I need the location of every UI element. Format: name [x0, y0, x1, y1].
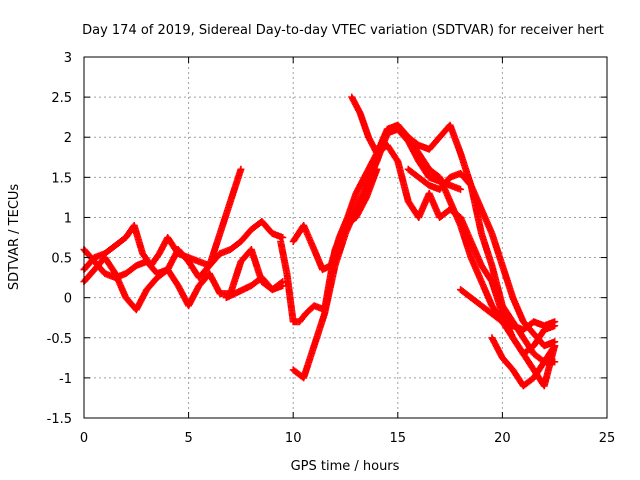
data-point — [279, 234, 287, 241]
x-tick-label: 0 — [80, 431, 88, 446]
y-tick-label: -1.5 — [47, 412, 72, 427]
x-tick-label: 10 — [285, 431, 302, 446]
y-tick-label: 0.5 — [51, 252, 72, 267]
y-tick-label: -1 — [59, 372, 72, 387]
y-tick-label: 1 — [64, 211, 72, 226]
series-track-12 — [488, 334, 559, 390]
x-tick-label: 15 — [390, 431, 407, 446]
y-tick-label: 0 — [64, 292, 72, 307]
series-track-8 — [348, 93, 559, 358]
data-points — [80, 93, 559, 390]
y-axis-label: SDTVAR / TECUs — [7, 184, 22, 291]
axis-ticks — [83, 56, 608, 419]
plot-frame — [83, 56, 608, 419]
y-tick-labels: -1.5 -1 -0.5 0 0.5 1 1.5 2 2.5 3 — [47, 51, 72, 427]
data-point — [551, 342, 559, 350]
x-tick-label: 25 — [599, 431, 616, 446]
x-tick-label: 20 — [494, 431, 511, 446]
x-tick-labels: 0 5 10 15 20 25 — [80, 431, 615, 446]
data-point — [457, 185, 465, 193]
x-tick-label: 5 — [184, 431, 192, 446]
data-point — [279, 282, 287, 290]
series-track-4 — [222, 274, 287, 302]
series-track-11 — [457, 286, 559, 334]
data-point — [550, 343, 558, 351]
y-tick-label: 2.5 — [51, 91, 72, 106]
y-tick-label: 2 — [64, 131, 72, 146]
series-track-10 — [404, 165, 559, 366]
data-point — [551, 318, 559, 326]
data-point — [237, 165, 245, 173]
data-point — [551, 358, 559, 366]
y-tick-label: 3 — [64, 51, 72, 66]
chart-title: Day 174 of 2019, Sidereal Day-to-day VTE… — [82, 23, 604, 38]
y-tick-label: -0.5 — [47, 332, 72, 347]
x-axis-label: GPS time / hours — [291, 459, 400, 474]
y-tick-label: 1.5 — [51, 171, 72, 186]
